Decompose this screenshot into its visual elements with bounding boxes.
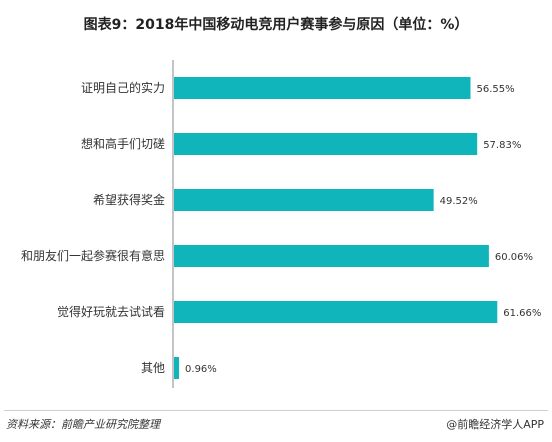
chart-title: 图表9：2018年中国移动电竞用户赛事参与原因（单位：%） [83, 17, 469, 33]
value-label: 49.52% [440, 196, 478, 207]
value-label: 57.83% [483, 140, 521, 151]
category-label: 其他 [141, 361, 165, 375]
credit-note: @前瞻经济学人APP [446, 418, 544, 431]
category-label: 想和高手们切磋 [81, 136, 165, 151]
source-note: 资料来源：前瞻产业研究院整理 [6, 418, 160, 431]
bar [174, 357, 180, 379]
value-label: 60.06% [495, 252, 533, 263]
value-label: 61.66% [503, 308, 541, 319]
value-label: 0.96% [185, 364, 217, 375]
bar [174, 301, 498, 323]
category-label: 和朋友们一起参赛很有意思 [21, 248, 165, 263]
category-label: 觉得好玩就去试试看 [57, 304, 165, 319]
value-label: 56.55% [476, 84, 514, 95]
bar [174, 189, 434, 211]
category-label: 证明自己的实力 [81, 80, 165, 95]
bar [174, 133, 478, 155]
bar [174, 77, 471, 99]
category-label: 希望获得奖金 [93, 192, 165, 207]
bar [174, 245, 489, 267]
footer-divider [4, 410, 548, 411]
bars-group: 证明自己的实力 56.55% 想和高手们切磋 57.83% 希望获得奖金 49.52% 和朋… [21, 77, 541, 379]
bar-chart: 证明自己的实力 56.55% 想和高手们切磋 57.83% 希望获得奖金 49.52% 和朋… [21, 60, 541, 388]
